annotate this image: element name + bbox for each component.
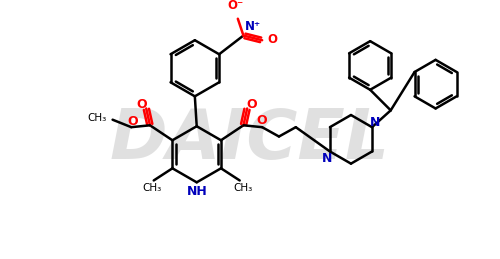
Text: N: N [322,152,332,164]
Text: O: O [128,115,138,128]
Text: CH₃: CH₃ [233,183,252,193]
Text: O⁻: O⁻ [227,0,243,12]
Text: O: O [246,98,257,111]
Text: NH: NH [188,185,208,198]
Text: O: O [257,114,268,127]
Text: N⁺: N⁺ [246,20,262,33]
Text: CH₃: CH₃ [142,183,162,193]
Text: O: O [268,33,278,46]
Text: CH₃: CH₃ [88,113,107,123]
Text: DAICEL: DAICEL [110,106,390,173]
Text: N: N [370,116,380,129]
Text: O: O [136,98,147,111]
